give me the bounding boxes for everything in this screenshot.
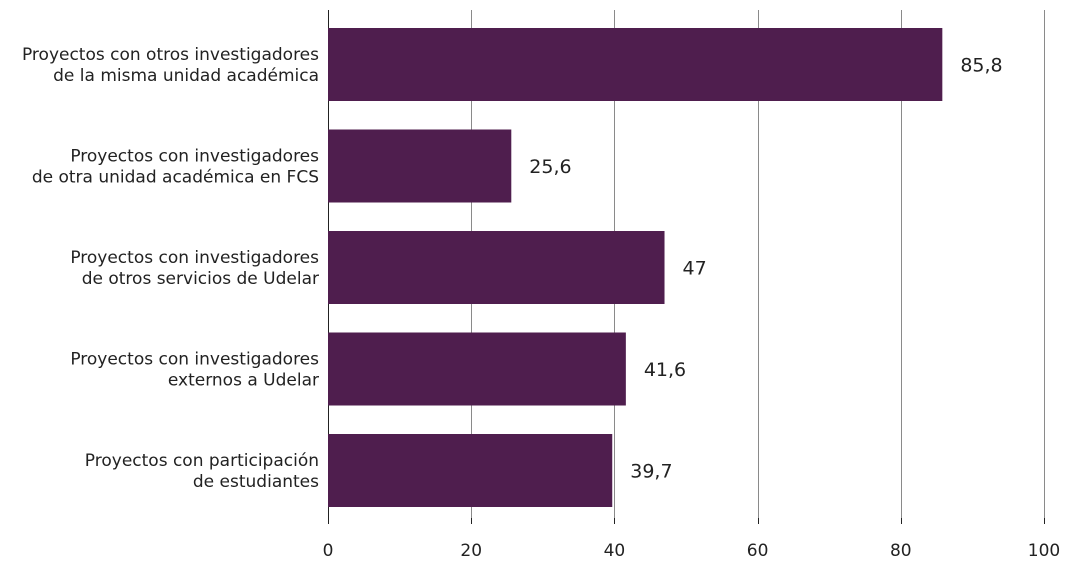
x-tick-label: 100	[1028, 541, 1060, 561]
category-label-line: de otros servicios de Udelar	[82, 269, 319, 289]
category-label-line: externos a Udelar	[168, 371, 319, 391]
x-tick-label: 40	[604, 541, 626, 561]
bars	[328, 28, 943, 507]
bar	[328, 129, 512, 203]
value-labels: 85,8 25,6 47 41,6 39,7	[529, 55, 1002, 483]
data-label: 41,6	[644, 359, 686, 381]
x-tick-label: 60	[747, 541, 769, 561]
category-label-line: Proyectos con investigadores	[70, 248, 319, 268]
bar	[328, 28, 943, 101]
x-tick-label: 20	[460, 541, 482, 561]
x-tick-label: 80	[890, 541, 912, 561]
data-label: 39,7	[630, 461, 672, 483]
data-label: 85,8	[960, 55, 1002, 77]
category-label-line: de estudiantes	[193, 472, 319, 492]
x-tick-label: 0	[323, 541, 334, 561]
category-label-line: Proyectos con investigadores	[70, 350, 319, 370]
category-label-line: Proyectos con participación	[85, 451, 319, 471]
x-axis-ticks: 0 20 40 60 80 100	[323, 541, 1061, 561]
category-label-line: Proyectos con otros investigadores	[22, 45, 319, 65]
data-label: 47	[683, 258, 707, 280]
bar	[328, 231, 665, 304]
bar	[328, 434, 613, 507]
category-label-line: Proyectos con investigadores	[70, 147, 319, 167]
data-label: 25,6	[529, 156, 571, 178]
bar	[328, 332, 626, 406]
category-label-line: de la misma unidad académica	[53, 66, 319, 86]
category-label-line: de otra unidad académica en FCS	[32, 168, 319, 188]
